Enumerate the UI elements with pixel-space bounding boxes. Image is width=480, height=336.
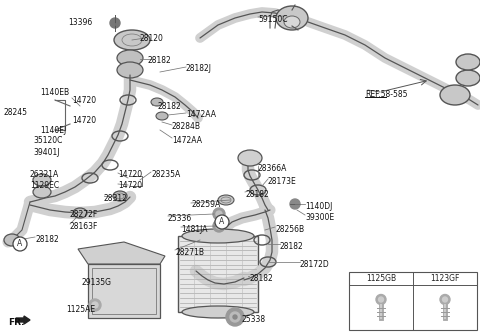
Text: 28259A: 28259A (191, 200, 220, 209)
Ellipse shape (218, 195, 234, 205)
Ellipse shape (117, 50, 143, 66)
Circle shape (226, 308, 244, 326)
Text: A: A (219, 217, 225, 226)
Text: 28235A: 28235A (151, 170, 180, 179)
Text: 14720: 14720 (72, 116, 96, 125)
Text: 1123GF: 1123GF (430, 274, 460, 283)
Text: 28366A: 28366A (258, 164, 288, 173)
Circle shape (230, 312, 240, 322)
Text: 28312: 28312 (104, 194, 128, 203)
Circle shape (110, 18, 120, 28)
Text: 28182: 28182 (35, 235, 59, 244)
Text: 1125GB: 1125GB (366, 274, 396, 283)
Text: FR.: FR. (8, 318, 24, 327)
Text: 28245: 28245 (4, 108, 28, 117)
Text: 28182: 28182 (148, 56, 172, 65)
Text: 14720: 14720 (118, 170, 142, 179)
Circle shape (213, 208, 225, 220)
Text: 28173E: 28173E (268, 177, 297, 186)
Text: 39300E: 39300E (305, 213, 334, 222)
Ellipse shape (151, 98, 163, 106)
Circle shape (213, 220, 225, 232)
Text: 1140EJ: 1140EJ (40, 126, 66, 135)
Text: 1140DJ: 1140DJ (305, 202, 332, 211)
Circle shape (216, 211, 222, 217)
Ellipse shape (276, 6, 308, 30)
Text: 28182: 28182 (280, 242, 304, 251)
Text: 14720: 14720 (72, 96, 96, 105)
Text: 28120: 28120 (140, 34, 164, 43)
Ellipse shape (73, 208, 87, 218)
Ellipse shape (284, 16, 300, 28)
Text: 28182: 28182 (249, 274, 273, 283)
Text: 28182: 28182 (245, 190, 269, 199)
Ellipse shape (33, 186, 51, 198)
Circle shape (379, 297, 384, 302)
Ellipse shape (156, 112, 168, 120)
Text: 28272F: 28272F (70, 210, 98, 219)
Text: 35120C: 35120C (33, 136, 62, 145)
Circle shape (13, 237, 27, 251)
Circle shape (89, 299, 101, 311)
Text: 28182: 28182 (158, 102, 182, 111)
Ellipse shape (440, 85, 470, 105)
Circle shape (376, 294, 386, 304)
Ellipse shape (114, 30, 150, 50)
Ellipse shape (113, 191, 127, 201)
Text: 28172D: 28172D (300, 260, 330, 269)
Text: 39401J: 39401J (33, 148, 60, 157)
Text: 59150C: 59150C (258, 15, 288, 24)
Ellipse shape (238, 150, 262, 166)
Ellipse shape (456, 70, 480, 86)
Text: REF.58-585: REF.58-585 (365, 90, 408, 99)
Ellipse shape (182, 306, 254, 318)
Polygon shape (16, 316, 30, 324)
Text: 13396: 13396 (68, 18, 92, 27)
Text: A: A (17, 240, 23, 249)
Bar (88, 264, 160, 318)
Ellipse shape (456, 54, 480, 70)
Ellipse shape (33, 174, 51, 186)
Text: 1472AA: 1472AA (186, 110, 216, 119)
Ellipse shape (117, 62, 143, 78)
Text: 28284B: 28284B (172, 122, 201, 131)
Circle shape (233, 315, 237, 319)
Text: 14720: 14720 (118, 181, 142, 190)
Text: 26321A: 26321A (30, 170, 59, 179)
Text: 28256B: 28256B (275, 225, 304, 234)
Polygon shape (78, 242, 165, 264)
Text: 1125AE: 1125AE (66, 305, 95, 314)
Text: 1129EC: 1129EC (30, 181, 59, 190)
Circle shape (216, 223, 222, 229)
Bar (349, 272, 477, 330)
Bar (178, 236, 258, 312)
Text: 28163F: 28163F (70, 222, 98, 231)
Circle shape (443, 297, 447, 302)
Text: 1472AA: 1472AA (172, 136, 202, 145)
Bar (92, 268, 156, 314)
Circle shape (215, 215, 229, 229)
Circle shape (440, 294, 450, 304)
Circle shape (290, 199, 300, 209)
Text: 1481JA: 1481JA (181, 225, 207, 234)
Ellipse shape (182, 229, 254, 243)
Text: 25338: 25338 (242, 315, 266, 324)
Circle shape (92, 302, 98, 308)
Text: 25336: 25336 (168, 214, 192, 223)
Text: 1140EB: 1140EB (40, 88, 69, 97)
Text: 28182J: 28182J (185, 64, 211, 73)
Text: 29135G: 29135G (82, 278, 112, 287)
Text: 28271B: 28271B (175, 248, 204, 257)
Ellipse shape (4, 234, 20, 246)
